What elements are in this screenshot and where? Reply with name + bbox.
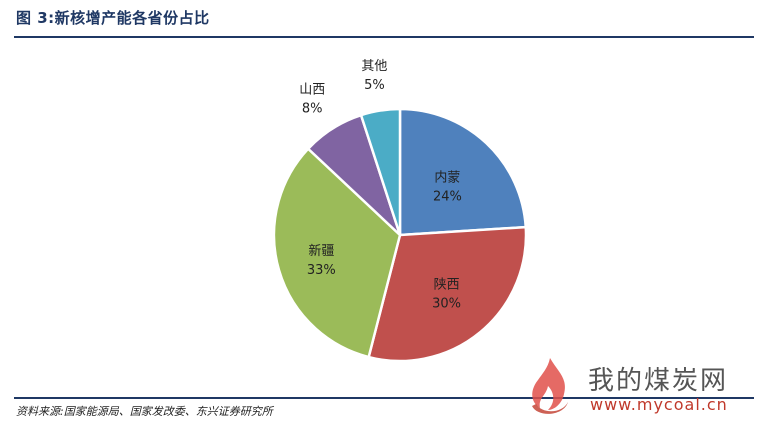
slice-value-3: 8%: [302, 102, 323, 117]
slice-value-2: 33%: [307, 263, 336, 278]
watermark: 我的煤炭网 www.mycoal.cn: [518, 352, 758, 422]
title-rule: [14, 36, 754, 38]
watermark-url: www.mycoal.cn: [590, 395, 728, 414]
source-note: 资料来源:国家能源局、国家发改委、东兴证券研究所: [16, 405, 273, 418]
pie-slice-0: [398, 107, 528, 237]
slice-label-0: 内蒙: [434, 169, 460, 185]
slice-value-0: 24%: [433, 189, 462, 204]
figure-title: 图 3:新核增产能各省份占比: [16, 9, 210, 27]
source-rule: [14, 397, 754, 399]
slice-label-2: 新疆: [308, 243, 334, 259]
slice-label-1: 陕西: [434, 277, 460, 292]
pie-slice-2: [272, 146, 402, 359]
slice-label-4: 其他: [361, 59, 387, 74]
slice-value-1: 30%: [432, 296, 461, 311]
pie-slice-1: [367, 225, 528, 363]
watermark-name: 我的煤炭网: [588, 366, 729, 396]
flame-logo-icon: [532, 358, 568, 414]
slice-label-3: 山西: [299, 83, 325, 98]
slice-value-4: 5%: [364, 78, 385, 93]
pie-slice-4: [359, 107, 402, 236]
